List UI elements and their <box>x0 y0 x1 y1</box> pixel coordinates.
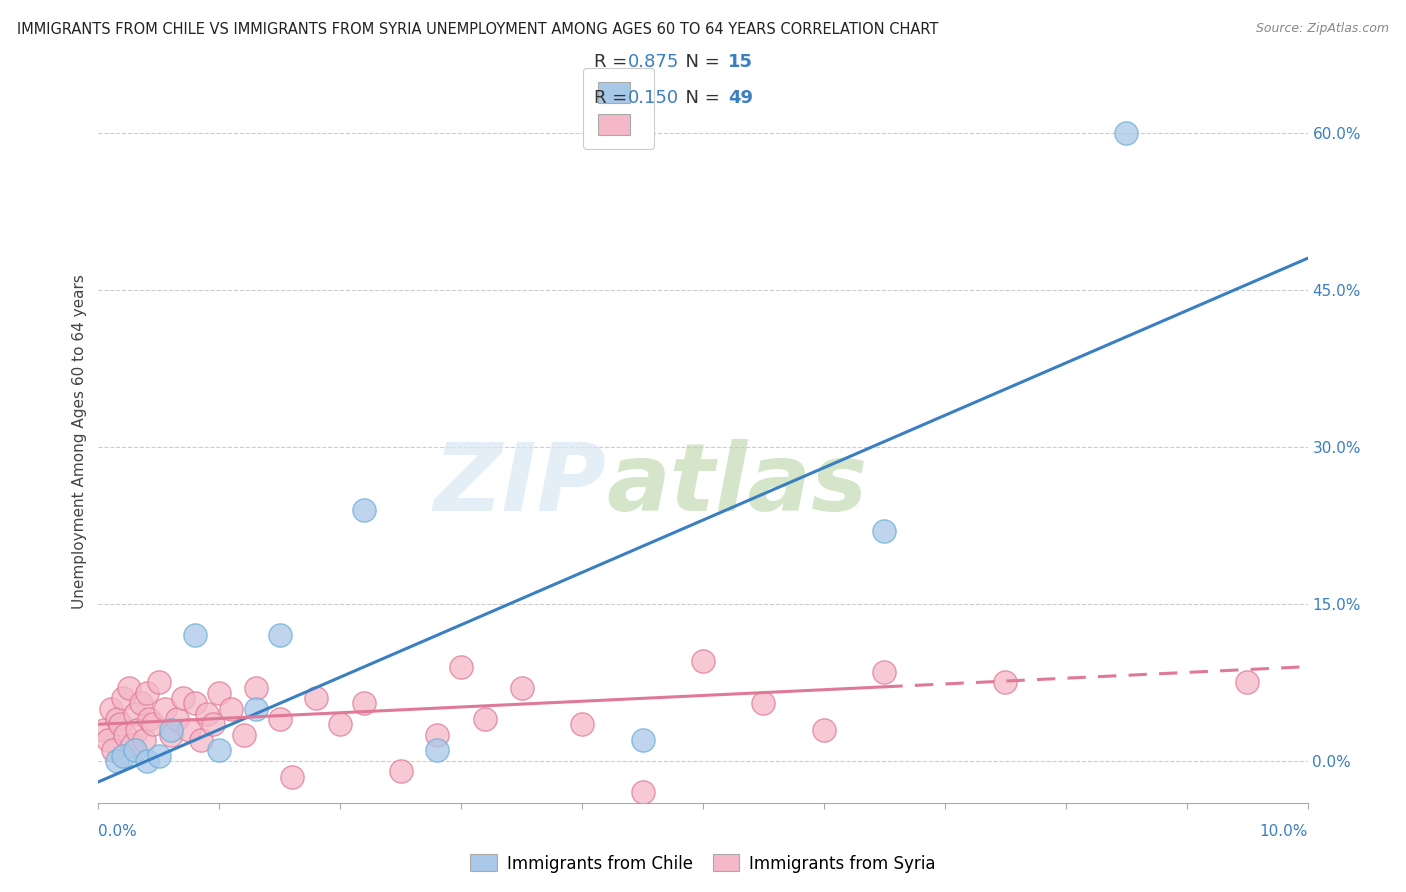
Point <box>111 748 134 763</box>
Point <box>142 717 165 731</box>
Point <box>1236 675 1258 690</box>
Text: 10.0%: 10.0% <box>1260 824 1308 839</box>
Point <box>134 733 156 747</box>
Point <box>190 733 212 747</box>
Point <box>873 665 896 679</box>
Point <box>135 754 157 768</box>
Point <box>426 743 449 757</box>
Point <box>100 701 122 715</box>
Text: N =: N = <box>673 89 725 107</box>
Text: N =: N = <box>673 54 725 71</box>
Text: 0.150: 0.150 <box>628 89 679 107</box>
Y-axis label: Unemployment Among Ages 60 to 64 years: Unemployment Among Ages 60 to 64 years <box>72 274 87 609</box>
Point <box>1115 126 1137 140</box>
Point <box>631 733 654 747</box>
Point <box>245 701 267 715</box>
Point <box>160 728 183 742</box>
Point <box>269 712 291 726</box>
Point <box>166 712 188 726</box>
Point <box>389 764 412 779</box>
Text: 15: 15 <box>728 54 754 71</box>
Point <box>813 723 835 737</box>
Point <box>232 728 254 742</box>
Text: IMMIGRANTS FROM CHILE VS IMMIGRANTS FROM SYRIA UNEMPLOYMENT AMONG AGES 60 TO 64 : IMMIGRANTS FROM CHILE VS IMMIGRANTS FROM… <box>17 22 938 37</box>
Point <box>450 659 472 673</box>
Point <box>127 723 149 737</box>
Point <box>305 691 328 706</box>
Point <box>121 738 143 752</box>
Point <box>474 712 496 726</box>
Point <box>124 706 146 721</box>
Point <box>105 754 128 768</box>
Point <box>692 655 714 669</box>
Point <box>124 743 146 757</box>
Point <box>105 712 128 726</box>
Point <box>111 691 134 706</box>
Point <box>93 723 115 737</box>
Point <box>114 728 136 742</box>
Text: 0.0%: 0.0% <box>98 824 138 839</box>
Point <box>179 723 201 737</box>
Point <box>101 743 124 757</box>
Text: 0.875: 0.875 <box>628 54 679 71</box>
Legend: , : , <box>583 68 654 149</box>
Point <box>510 681 533 695</box>
Legend: Immigrants from Chile, Immigrants from Syria: Immigrants from Chile, Immigrants from S… <box>464 847 942 880</box>
Text: R =: R = <box>595 54 633 71</box>
Text: 49: 49 <box>728 89 754 107</box>
Point <box>994 675 1017 690</box>
Point <box>873 524 896 538</box>
Point <box>184 696 207 710</box>
Point <box>329 717 352 731</box>
Point <box>97 733 120 747</box>
Text: R =: R = <box>595 89 633 107</box>
Point <box>153 701 176 715</box>
Text: atlas: atlas <box>606 439 868 531</box>
Point <box>148 748 170 763</box>
Point <box>172 691 194 706</box>
Point <box>426 728 449 742</box>
Point <box>571 717 593 731</box>
Point <box>202 717 225 731</box>
Text: Source: ZipAtlas.com: Source: ZipAtlas.com <box>1256 22 1389 36</box>
Point <box>269 628 291 642</box>
Point <box>135 686 157 700</box>
Point <box>208 686 231 700</box>
Point <box>129 696 152 710</box>
Point <box>184 628 207 642</box>
Point <box>108 717 131 731</box>
Point <box>195 706 218 721</box>
Point <box>353 696 375 710</box>
Point <box>118 681 141 695</box>
Point <box>631 785 654 799</box>
Point <box>353 502 375 516</box>
Point <box>138 712 160 726</box>
Point <box>221 701 243 715</box>
Point <box>148 675 170 690</box>
Point <box>752 696 775 710</box>
Point <box>245 681 267 695</box>
Point <box>208 743 231 757</box>
Text: ZIP: ZIP <box>433 439 606 531</box>
Point <box>160 723 183 737</box>
Point <box>281 770 304 784</box>
